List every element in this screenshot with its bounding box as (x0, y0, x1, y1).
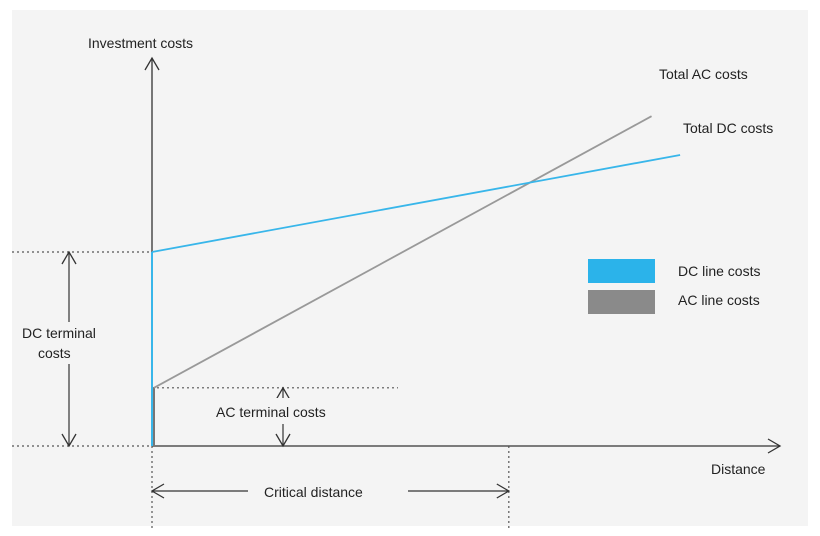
legend: DC line costs AC line costs (588, 259, 760, 314)
series-label-total-dc-costs: Total DC costs (683, 120, 773, 136)
dc-terminal-dimension: DC terminal costs (20, 250, 120, 448)
series-label-total-ac-costs: Total AC costs (659, 66, 748, 82)
ac-terminal-dimension: AC terminal costs (212, 386, 362, 448)
ac-terminal-arrow-down (275, 433, 291, 448)
dc-terminal-label-bg (20, 322, 120, 364)
series-line-total-ac-costs (153, 115, 652, 389)
dc-terminal-arrow-up (61, 250, 77, 265)
dc-terminal-label-line1: DC terminal (22, 325, 96, 341)
x-axis-arrowhead (767, 438, 782, 454)
chart-background (12, 10, 808, 526)
ac-terminal-label-bg (212, 398, 362, 424)
dc-terminal-label-line2: costs (38, 345, 71, 361)
critical-distance-label: Critical distance (264, 484, 363, 500)
critical-distance-arrow-right (496, 483, 511, 499)
critical-distance-dimension: Critical distance (150, 478, 511, 504)
y-axis-arrowhead (144, 56, 160, 71)
x-axis-label: Distance (711, 461, 766, 477)
critical-distance-label-bg (248, 478, 408, 504)
legend-label-dc-line-costs: DC line costs (678, 263, 760, 279)
legend-swatch-dc-line-costs (588, 259, 655, 283)
legend-swatch-ac-line-costs (588, 290, 655, 314)
series-line-total-dc-costs (151, 154, 681, 253)
y-axis-label: Investment costs (88, 35, 193, 51)
legend-label-ac-line-costs: AC line costs (678, 292, 760, 308)
critical-distance-arrow-left (150, 483, 165, 499)
dc-terminal-arrow-down (61, 433, 77, 448)
ac-terminal-arrow-up (275, 386, 291, 401)
ac-terminal-label: AC terminal costs (216, 404, 326, 420)
